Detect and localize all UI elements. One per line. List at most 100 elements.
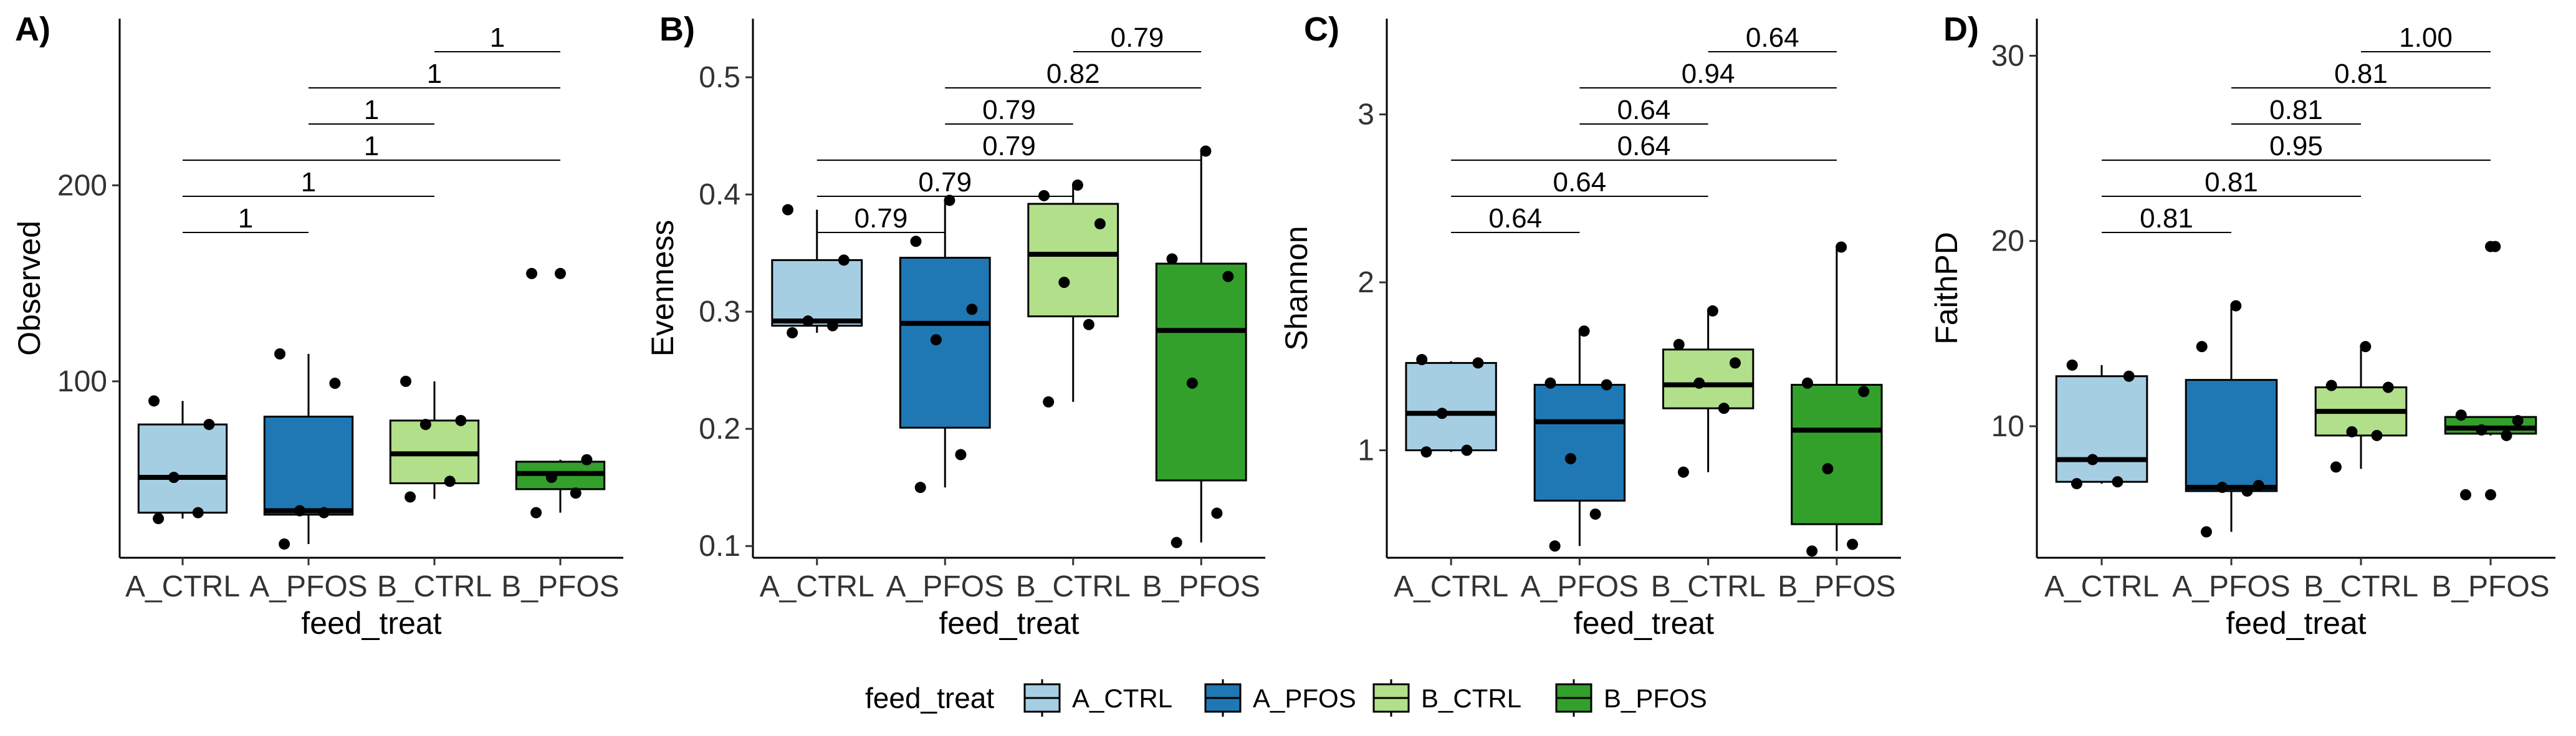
legend-entry-b-pfos: B_PFOS bbox=[1555, 679, 1707, 717]
data-point bbox=[192, 507, 204, 519]
x-tick-label: A_PFOS bbox=[249, 570, 367, 603]
y-axis-title: Shannon bbox=[1279, 226, 1314, 350]
data-point bbox=[1186, 377, 1198, 389]
comparison-label: 0.64 bbox=[1488, 203, 1542, 234]
y-tick-label: 0.5 bbox=[699, 61, 740, 94]
data-point bbox=[1544, 377, 1556, 389]
data-point bbox=[1589, 508, 1601, 520]
data-point bbox=[1211, 507, 1223, 519]
data-point bbox=[1718, 403, 1730, 414]
x-tick-label: B_PFOS bbox=[2431, 570, 2549, 603]
data-point bbox=[2501, 429, 2512, 441]
y-tick-label: 10 bbox=[1991, 410, 2024, 443]
data-point bbox=[1038, 189, 1050, 201]
comparison-label: 1.00 bbox=[2399, 22, 2453, 53]
comparison-label: 0.81 bbox=[2269, 95, 2323, 125]
box-a-ctrl bbox=[1405, 354, 1497, 458]
comparison-label: 0.95 bbox=[2269, 131, 2323, 161]
data-point bbox=[802, 315, 814, 327]
data-point bbox=[1200, 145, 1212, 157]
comparison-label: 0.64 bbox=[1553, 167, 1607, 198]
data-point bbox=[1436, 408, 1448, 419]
data-point bbox=[1222, 270, 1234, 282]
panel-a: A) 100 200 Observed A_CTRL A_PFOS B_CTRL B_PFOS… bbox=[12, 11, 623, 641]
data-point bbox=[1801, 377, 1813, 389]
data-point bbox=[274, 348, 286, 360]
x-tick-label: A_CTRL bbox=[125, 570, 240, 603]
data-point bbox=[787, 327, 798, 338]
data-point bbox=[1472, 357, 1484, 369]
data-point bbox=[2330, 461, 2342, 473]
comparison-label: 1 bbox=[364, 95, 379, 125]
box-body bbox=[771, 259, 863, 327]
data-point bbox=[2216, 482, 2228, 494]
box-body bbox=[2055, 375, 2148, 483]
legend-entry-a-pfos: A_PFOS bbox=[1204, 679, 1356, 717]
data-point bbox=[2346, 426, 2358, 437]
y-tick-label: 2 bbox=[1357, 266, 1374, 299]
box-body bbox=[137, 423, 228, 514]
x-tick-label: A_PFOS bbox=[2172, 570, 2290, 603]
y-tick-label: 20 bbox=[1991, 225, 2024, 258]
data-point bbox=[2476, 424, 2487, 436]
data-point bbox=[826, 320, 838, 332]
comparison-label: 1 bbox=[238, 203, 253, 234]
panel-b: B) 0.1 0.2 0.3 0.4 0.5 Evenness A_CTRL A_PFOS B_C… bbox=[645, 11, 1265, 641]
y-tick-label: 1 bbox=[1357, 434, 1374, 467]
comparison-label: 0.82 bbox=[1046, 59, 1100, 89]
y-tick-label: 200 bbox=[57, 169, 107, 202]
box-b-ctrl bbox=[2314, 341, 2408, 473]
data-point bbox=[1673, 338, 1685, 350]
box-body bbox=[899, 257, 991, 429]
comparison-label: 0.94 bbox=[1682, 59, 1735, 89]
box-a-pfos bbox=[263, 348, 354, 550]
comparison-label: 0.81 bbox=[2140, 203, 2193, 234]
data-point bbox=[1166, 253, 1178, 265]
data-point bbox=[2200, 526, 2212, 538]
legend-label: B_CTRL bbox=[1421, 684, 1521, 713]
comparison-label: 1 bbox=[490, 22, 505, 53]
data-point bbox=[2230, 300, 2242, 312]
data-point bbox=[1416, 354, 1428, 366]
data-point bbox=[1806, 545, 1818, 557]
box-a-ctrl bbox=[2055, 359, 2148, 490]
box-body bbox=[1533, 383, 1626, 502]
box-b-ctrl bbox=[1027, 179, 1119, 408]
data-point bbox=[2112, 476, 2124, 488]
data-point bbox=[944, 194, 955, 206]
legend-label: A_CTRL bbox=[1072, 684, 1172, 713]
legend-label: A_PFOS bbox=[1253, 684, 1356, 713]
box-b-ctrl bbox=[389, 375, 480, 503]
comparison-label: 0.64 bbox=[1617, 131, 1671, 161]
data-point bbox=[2123, 370, 2135, 382]
y-axis-title: Observed bbox=[12, 221, 47, 356]
legend: feed_treat A_CTRL A_PFOS B_CTRL B_PFOS bbox=[865, 679, 1707, 717]
x-axis-title: feed_treat bbox=[2226, 606, 2366, 641]
comparison-label: 1 bbox=[301, 167, 316, 198]
comparison-label: 0.81 bbox=[2205, 167, 2258, 198]
y-tick-label: 0.2 bbox=[699, 413, 740, 446]
comparison-label: 0.79 bbox=[982, 131, 1036, 161]
box-a-ctrl bbox=[771, 204, 863, 338]
x-tick-label: A_CTRL bbox=[2044, 570, 2159, 603]
data-point bbox=[1858, 386, 1870, 398]
data-point bbox=[570, 487, 582, 499]
comparison-label: 0.64 bbox=[1617, 95, 1671, 125]
panel-tag: C) bbox=[1304, 11, 1339, 48]
legend-entry-b-ctrl: B_CTRL bbox=[1372, 679, 1521, 717]
data-point bbox=[318, 507, 330, 519]
data-point bbox=[2371, 429, 2383, 441]
box-b-ctrl bbox=[1662, 305, 1755, 478]
box-body bbox=[1155, 262, 1247, 482]
comparison-label: 1 bbox=[427, 59, 442, 89]
x-axis-title: feed_treat bbox=[1574, 606, 1714, 641]
data-point bbox=[955, 449, 967, 461]
data-point bbox=[1171, 537, 1182, 548]
box-a-pfos bbox=[899, 194, 991, 494]
x-tick-label: B_CTRL bbox=[1651, 570, 1766, 603]
y-tick-label: 3 bbox=[1357, 98, 1374, 131]
data-point bbox=[1578, 325, 1590, 337]
comparison-label: 0.79 bbox=[982, 95, 1036, 125]
